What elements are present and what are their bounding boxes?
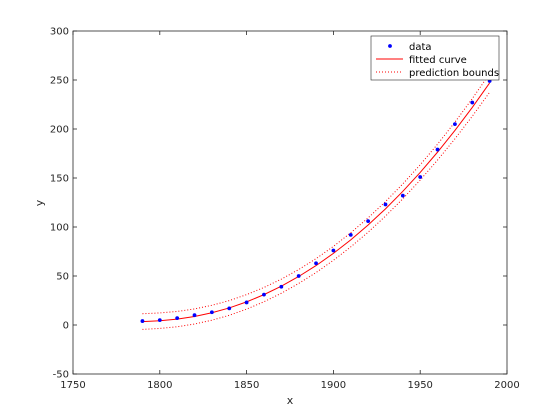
plot-frame bbox=[72, 30, 508, 375]
data-point bbox=[400, 193, 405, 198]
data-point bbox=[157, 318, 162, 322]
legend-prediction-bounds-label: prediction bounds bbox=[409, 68, 499, 79]
y-tick-label: 150 bbox=[50, 174, 69, 185]
legend: data fitted curve prediction bounds bbox=[370, 35, 500, 81]
data-point bbox=[348, 232, 353, 237]
legend-data-label: data bbox=[409, 42, 432, 53]
data-point bbox=[418, 175, 423, 179]
y-tick-label: 50 bbox=[56, 272, 69, 283]
legend-fitted-curve-label: fitted curve bbox=[409, 55, 467, 66]
prediction-bound-lower bbox=[142, 91, 491, 330]
data-point bbox=[296, 274, 301, 278]
x-tick-label: 1900 bbox=[321, 380, 346, 391]
data-point bbox=[366, 219, 371, 224]
x-tick-label: 2000 bbox=[494, 380, 519, 391]
data-point bbox=[244, 300, 249, 305]
x-tick-label: 1950 bbox=[407, 380, 432, 391]
plot-area bbox=[73, 31, 507, 374]
prediction-bounds-layer bbox=[142, 73, 491, 330]
y-tick-label: 300 bbox=[50, 27, 69, 38]
data-point bbox=[262, 292, 266, 297]
data-point bbox=[435, 147, 440, 152]
data-point bbox=[279, 284, 284, 289]
data-point bbox=[227, 306, 232, 311]
x-axis-label: x bbox=[287, 394, 294, 407]
data-point bbox=[470, 100, 475, 105]
y-tick-label: 200 bbox=[50, 125, 69, 136]
fitted-curve-line bbox=[142, 82, 491, 323]
legend-data-marker bbox=[388, 44, 392, 48]
data-point bbox=[331, 248, 336, 253]
x-tick-label: 1750 bbox=[60, 380, 85, 391]
data-point bbox=[383, 202, 388, 207]
data-point bbox=[453, 122, 457, 126]
fitted-curve-layer bbox=[142, 82, 491, 323]
x-tick-label: 1850 bbox=[234, 380, 259, 391]
x-tick-label: 1800 bbox=[147, 380, 172, 391]
data-point bbox=[192, 313, 197, 318]
x-axis: 1750 1800 1850 1900 1950 2000 bbox=[60, 31, 520, 391]
data-point bbox=[314, 261, 318, 266]
y-tick-label: 100 bbox=[50, 223, 69, 234]
data-point bbox=[209, 310, 214, 315]
y-axis: -50 0 50 100 150 200 250 300 bbox=[50, 27, 507, 381]
y-axis-label: y bbox=[33, 199, 46, 206]
y-tick-label: 0 bbox=[63, 321, 69, 332]
data-point bbox=[175, 316, 180, 321]
legend-box bbox=[370, 35, 500, 81]
y-tick-label: -50 bbox=[53, 370, 69, 381]
y-tick-label: 250 bbox=[50, 76, 69, 87]
data-point bbox=[140, 319, 145, 323]
data-points-layer bbox=[140, 79, 492, 323]
